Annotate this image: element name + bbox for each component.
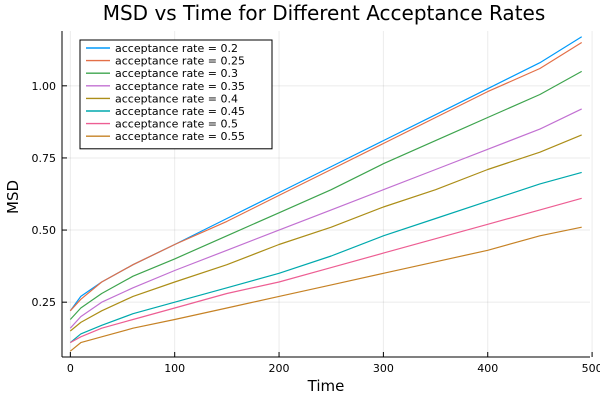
y-tick-label: 0.25 [32,296,57,309]
legend-label: acceptance rate = 0.4 [115,92,238,105]
chart-title: MSD vs Time for Different Acceptance Rat… [103,1,546,25]
legend-label: acceptance rate = 0.25 [115,55,245,68]
x-tick-label: 300 [373,362,394,375]
axes: 0 100 200 300 400 500 0.25 0.50 0.75 1.00 [32,31,600,375]
legend-label: acceptance rate = 0.2 [115,42,238,55]
x-axis-label: Time [307,377,345,395]
series-line-4 [69,134,582,332]
legend-label: acceptance rate = 0.5 [115,118,238,131]
series-line-6 [70,197,582,344]
y-tick-label: 1.00 [32,80,57,93]
legend-label: acceptance rate = 0.35 [115,80,245,93]
x-tick-label: 400 [477,362,498,375]
legend-label: acceptance rate = 0.55 [115,130,245,143]
x-tick-label: 200 [269,362,290,375]
y-tick-label: 0.50 [32,224,57,237]
legend-label: acceptance rate = 0.3 [115,67,238,80]
series-lines [69,36,583,352]
y-axis-label: MSD [4,180,22,214]
series-line-1 [69,41,583,312]
legend-label: acceptance rate = 0.45 [115,105,245,118]
x-tick-label: 500 [582,362,600,375]
series-line-3 [69,108,582,329]
series-line-5 [69,171,582,344]
legend-box [79,39,273,150]
series-line-7 [69,226,582,352]
x-tick-label: 100 [164,362,185,375]
y-tick-label: 0.75 [32,152,57,165]
x-tick-label: 0 [67,362,74,375]
series-line-2 [69,70,582,320]
